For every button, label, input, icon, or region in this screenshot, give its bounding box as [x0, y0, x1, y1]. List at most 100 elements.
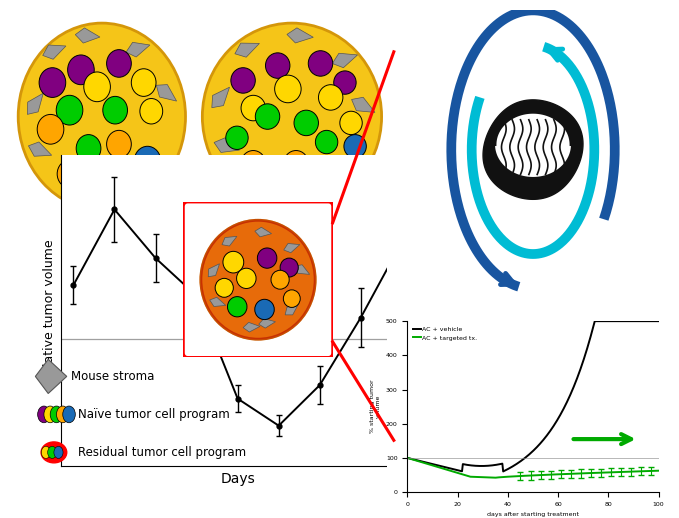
Circle shape [134, 146, 161, 176]
Polygon shape [483, 100, 583, 199]
Circle shape [201, 220, 315, 339]
AC + vehicle [404, 455, 412, 461]
Circle shape [107, 50, 131, 77]
Circle shape [76, 135, 101, 162]
Circle shape [68, 55, 94, 85]
Circle shape [107, 131, 131, 158]
Polygon shape [35, 359, 67, 394]
AC + targeted tx. [554, 471, 562, 478]
AC + vehicle [633, 318, 641, 324]
Polygon shape [27, 93, 43, 114]
Circle shape [257, 248, 277, 268]
Polygon shape [342, 151, 360, 171]
Circle shape [201, 220, 315, 339]
Polygon shape [43, 45, 66, 59]
AC + vehicle [554, 416, 562, 422]
Circle shape [37, 406, 50, 423]
Circle shape [266, 166, 289, 190]
Circle shape [103, 96, 128, 124]
Polygon shape [214, 138, 240, 152]
Circle shape [308, 167, 333, 193]
AC + vehicle [655, 318, 663, 324]
AC + vehicle [591, 318, 599, 324]
AC + vehicle [553, 418, 561, 424]
Circle shape [308, 51, 333, 76]
AC + targeted tx. [632, 468, 640, 474]
Polygon shape [126, 42, 150, 57]
Y-axis label: % starting tumor
volume: % starting tumor volume [369, 380, 380, 434]
AC + targeted tx. [616, 469, 624, 475]
AC + vehicle [499, 468, 507, 474]
Circle shape [318, 85, 343, 110]
Polygon shape [212, 87, 230, 108]
Circle shape [99, 162, 124, 190]
Circle shape [56, 406, 69, 423]
Circle shape [41, 447, 50, 458]
Circle shape [18, 23, 185, 210]
AC + vehicle [403, 455, 411, 461]
X-axis label: days after starting treatment: days after starting treatment [487, 512, 579, 517]
Circle shape [255, 299, 274, 320]
AC + vehicle [617, 318, 625, 324]
Circle shape [227, 297, 247, 317]
Polygon shape [222, 236, 237, 246]
Polygon shape [332, 53, 358, 68]
Legend: AC + vehicle, AC + targeted tx.: AC + vehicle, AC + targeted tx. [411, 324, 480, 343]
Circle shape [44, 406, 56, 423]
Circle shape [54, 447, 63, 458]
Polygon shape [269, 190, 295, 205]
Polygon shape [210, 297, 226, 307]
Circle shape [255, 104, 280, 130]
Circle shape [271, 270, 289, 289]
Circle shape [330, 156, 352, 179]
Circle shape [223, 251, 244, 273]
Circle shape [265, 53, 290, 78]
AC + targeted tx. [404, 455, 412, 461]
Polygon shape [295, 265, 310, 275]
Polygon shape [208, 264, 219, 277]
Circle shape [57, 160, 82, 188]
Polygon shape [495, 112, 571, 177]
Circle shape [344, 135, 367, 158]
AC + targeted tx. [558, 471, 566, 477]
Polygon shape [235, 43, 259, 57]
Circle shape [340, 111, 363, 135]
Circle shape [84, 72, 111, 102]
AC + targeted tx. [491, 474, 499, 481]
Circle shape [241, 151, 265, 176]
AC + targeted tx. [553, 471, 561, 478]
Circle shape [37, 114, 64, 144]
Circle shape [241, 95, 265, 121]
Circle shape [231, 68, 255, 93]
Ellipse shape [41, 442, 67, 463]
Polygon shape [285, 304, 299, 315]
Circle shape [140, 98, 163, 124]
Polygon shape [249, 184, 274, 199]
Circle shape [62, 406, 75, 423]
Circle shape [225, 126, 249, 150]
Polygon shape [156, 84, 177, 101]
Polygon shape [352, 97, 375, 112]
Line: AC + targeted tx.: AC + targeted tx. [407, 458, 659, 478]
Polygon shape [75, 28, 100, 43]
Text: Residual tumor cell program: Residual tumor cell program [78, 446, 246, 459]
Circle shape [315, 131, 338, 154]
Circle shape [39, 68, 66, 97]
Polygon shape [142, 163, 161, 181]
Circle shape [202, 23, 382, 210]
FancyBboxPatch shape [183, 202, 333, 358]
AC + targeted tx. [403, 455, 411, 461]
Text: Mouse stroma: Mouse stroma [71, 370, 154, 383]
Line: AC + vehicle: AC + vehicle [407, 321, 659, 471]
Circle shape [236, 268, 256, 289]
Circle shape [215, 278, 234, 297]
Polygon shape [284, 243, 300, 253]
Circle shape [220, 160, 242, 183]
Polygon shape [255, 227, 272, 237]
Circle shape [280, 258, 298, 277]
Circle shape [284, 151, 308, 176]
Text: Naïve tumor cell program: Naïve tumor cell program [78, 408, 230, 421]
Polygon shape [287, 28, 313, 43]
X-axis label: Days: Days [220, 472, 255, 486]
Circle shape [56, 95, 83, 125]
